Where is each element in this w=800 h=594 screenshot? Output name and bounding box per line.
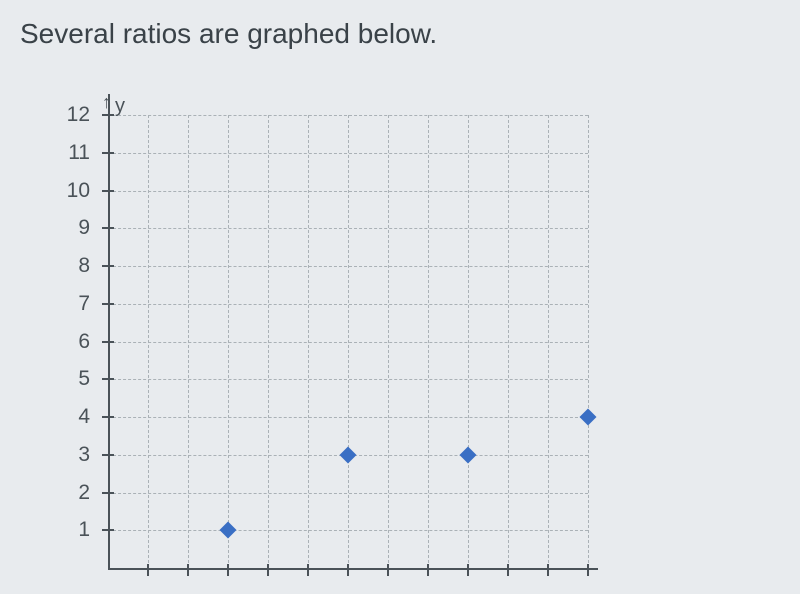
x-tick	[227, 564, 229, 576]
y-tick-label: 1	[78, 518, 90, 542]
y-tick-label: 11	[68, 141, 90, 165]
y-tick	[102, 152, 114, 154]
gridline-v	[588, 115, 589, 568]
y-tick-label: 4	[78, 405, 90, 429]
y-tick	[102, 529, 114, 531]
x-tick	[587, 564, 589, 576]
y-tick-label: 7	[78, 292, 90, 316]
chart-container: ↑ y 123456789101112	[40, 90, 600, 570]
y-tick	[102, 303, 114, 305]
x-tick	[307, 564, 309, 576]
y-tick	[102, 416, 114, 418]
gridline-v	[228, 115, 229, 568]
y-tick-label: 2	[78, 481, 90, 505]
gridline-v	[268, 115, 269, 568]
y-tick	[102, 265, 114, 267]
gridline-v	[148, 115, 149, 568]
y-tick-label: 10	[67, 179, 90, 203]
x-axis-line	[108, 568, 598, 570]
x-tick	[507, 564, 509, 576]
x-tick	[187, 564, 189, 576]
y-tick	[102, 492, 114, 494]
y-tick-label: 5	[78, 367, 90, 391]
gridline-v	[548, 115, 549, 568]
gridline-v	[388, 115, 389, 568]
y-tick-label: 9	[78, 216, 90, 240]
grid-area	[108, 115, 588, 568]
gridline-v	[508, 115, 509, 568]
y-tick-label: 8	[78, 254, 90, 278]
gridline-v	[428, 115, 429, 568]
y-tick	[102, 227, 114, 229]
y-tick-label: 12	[67, 103, 90, 127]
gridline-v	[188, 115, 189, 568]
x-tick	[467, 564, 469, 576]
y-tick	[102, 378, 114, 380]
x-tick	[147, 564, 149, 576]
gridline-v	[468, 115, 469, 568]
gridline-v	[308, 115, 309, 568]
x-tick	[387, 564, 389, 576]
y-tick	[102, 114, 114, 116]
x-tick	[267, 564, 269, 576]
x-tick	[347, 564, 349, 576]
y-tick-label: 6	[78, 330, 90, 354]
gridline-v	[348, 115, 349, 568]
y-tick	[102, 341, 114, 343]
y-tick	[102, 190, 114, 192]
chart-title: Several ratios are graphed below.	[20, 18, 437, 50]
y-tick-label: 3	[78, 443, 90, 467]
x-tick	[547, 564, 549, 576]
y-tick	[102, 454, 114, 456]
x-tick	[427, 564, 429, 576]
